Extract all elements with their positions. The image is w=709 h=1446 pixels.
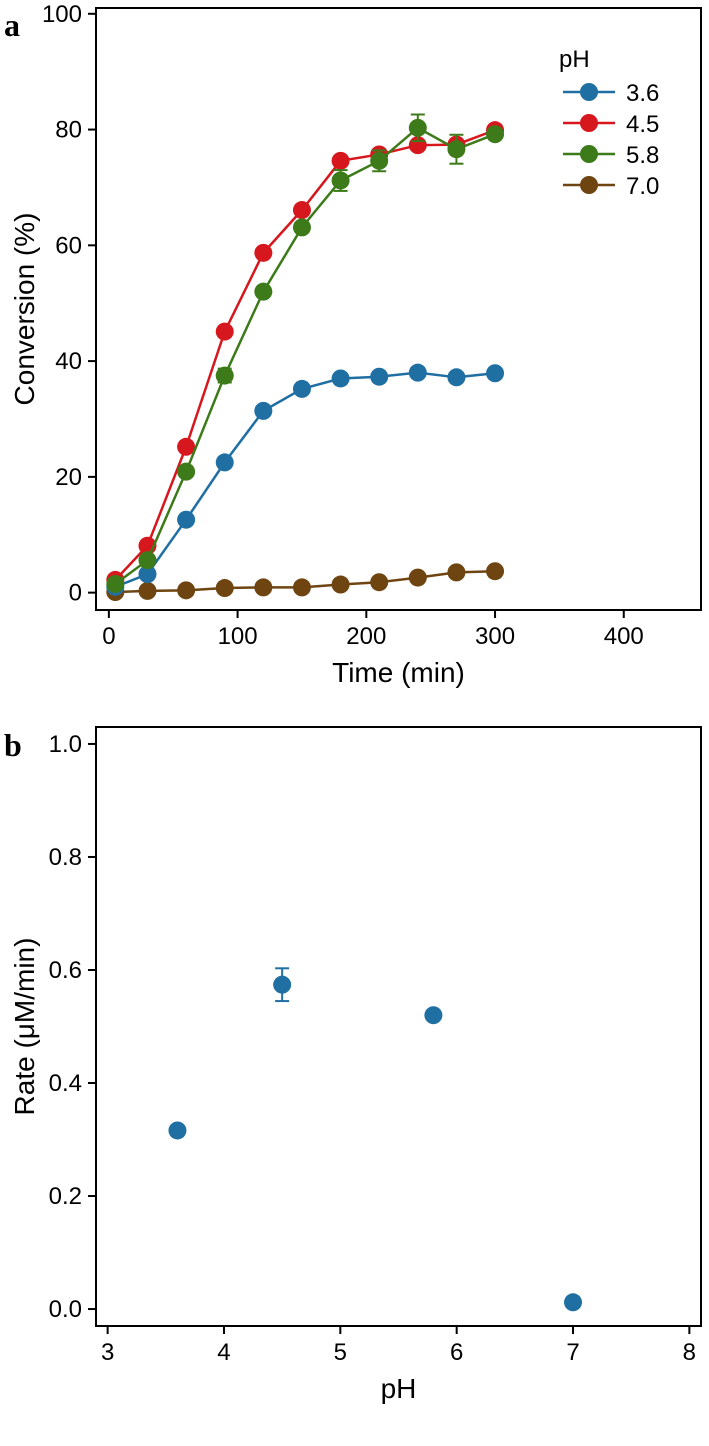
data-point	[138, 551, 157, 570]
series-5-8	[106, 113, 505, 593]
y-tick-label: 0.6	[49, 957, 82, 984]
data-point	[370, 573, 389, 592]
legend: pH 3.6 4.5 5.8 7.0	[559, 46, 659, 200]
x-axis-label: pH	[381, 1373, 417, 1404]
data-point	[215, 579, 234, 598]
x-tick-label: 6	[450, 1339, 463, 1366]
x-tick-label: 400	[604, 623, 644, 650]
panel-a-letter: a	[4, 7, 20, 43]
y-tick-label: 0.2	[49, 1183, 82, 1210]
legend-entry: 7.0	[626, 173, 659, 200]
y-tick-label: 0.0	[49, 1296, 82, 1323]
y-tick-label: 100	[42, 1, 82, 28]
data-point	[370, 151, 389, 170]
data-point	[408, 363, 427, 382]
data-point	[292, 218, 311, 237]
y-tick-label: 0	[69, 580, 82, 607]
x-tick-label: 5	[334, 1339, 347, 1366]
x-tick-label: 100	[218, 623, 258, 650]
data-point	[331, 171, 350, 190]
y-axis-label: Rate (μM/min)	[9, 938, 40, 1116]
data-point	[292, 578, 311, 597]
y-tick-label: 0.8	[49, 844, 82, 871]
y-tick-label: 20	[55, 464, 82, 491]
x-axis-label: Time (min)	[332, 657, 465, 688]
series-line	[114, 126, 496, 585]
data-point	[408, 118, 427, 137]
data-point	[177, 510, 196, 529]
data-point	[168, 1121, 187, 1140]
legend-entry: 5.8	[626, 142, 659, 169]
data-point	[331, 151, 350, 170]
x-tick-label: 8	[683, 1339, 696, 1366]
data-point	[486, 125, 505, 144]
x-tick-label: 4	[217, 1339, 230, 1366]
data-point	[215, 453, 234, 472]
data-point	[177, 437, 196, 456]
legend-marker	[580, 176, 598, 194]
y-tick-label: 1.0	[49, 731, 82, 758]
legend-marker	[580, 114, 598, 132]
data-point	[215, 322, 234, 341]
x-tick-label: 0	[102, 623, 115, 650]
data-point	[370, 367, 389, 386]
data-point	[273, 975, 292, 994]
scatter-series	[168, 967, 583, 1312]
data-point	[254, 401, 273, 420]
data-point	[292, 201, 311, 220]
data-point	[215, 366, 234, 385]
data-point	[424, 1006, 443, 1025]
plot-frame	[95, 726, 702, 1327]
data-point	[331, 575, 350, 594]
data-point	[331, 369, 350, 388]
panel-b-chart: 3 4 5 6 7 8 0.0 0.2 0.4 0.6 0.8 1.0 pH Rate (μM/min)	[9, 726, 702, 1404]
y-tick-label: 0.4	[49, 1070, 82, 1097]
data-point	[447, 563, 466, 582]
series-7-0	[106, 562, 505, 602]
y-tick-label: 80	[55, 117, 82, 144]
data-point	[177, 581, 196, 600]
data-point	[254, 243, 273, 262]
data-point	[486, 562, 505, 581]
data-point	[177, 462, 196, 481]
x-tick-label: 3	[101, 1339, 114, 1366]
x-tick-label: 200	[346, 623, 386, 650]
data-point	[408, 568, 427, 587]
y-tick-label: 40	[55, 348, 82, 375]
panel-b-letter: b	[4, 727, 22, 763]
data-point	[254, 578, 273, 597]
data-point	[564, 1293, 583, 1312]
legend-entry: 4.5	[626, 111, 659, 138]
data-point	[447, 368, 466, 387]
legend-marker	[580, 83, 598, 101]
x-tick-label: 7	[566, 1339, 579, 1366]
data-point	[486, 364, 505, 383]
legend-marker	[580, 145, 598, 163]
series-line	[114, 128, 496, 581]
data-point	[292, 379, 311, 398]
series-3-6	[106, 363, 505, 596]
y-axis-label: Conversion (%)	[9, 213, 40, 406]
data-point	[254, 282, 273, 301]
y-tick-label: 60	[55, 232, 82, 259]
legend-entry: 3.6	[626, 80, 659, 107]
data-point	[447, 140, 466, 159]
panel-a-chart: 0 100 200 300 400 0 20 40 60 80 100 Time (min) Conve…	[9, 1, 702, 688]
data-point	[138, 565, 157, 584]
legend-title: pH	[559, 46, 590, 73]
x-tick-label: 300	[475, 623, 515, 650]
data-point	[138, 581, 157, 600]
data-point	[106, 574, 125, 593]
plot-frame	[95, 7, 702, 611]
